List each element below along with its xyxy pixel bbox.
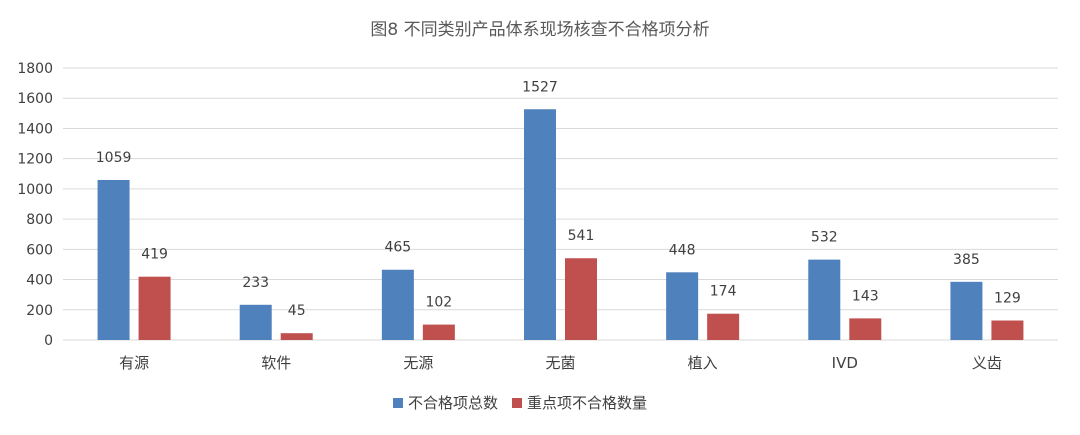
y-tick-label: 1200 — [17, 152, 53, 168]
chart-title: 图8 不同类别产品体系现场核查不合格项分析 — [370, 20, 709, 40]
data-label: 102 — [425, 295, 452, 311]
data-label: 541 — [568, 228, 595, 244]
x-category-label: IVD — [832, 354, 858, 372]
bar-total — [381, 269, 414, 340]
bar-key — [280, 333, 313, 340]
gridlines — [63, 67, 1058, 341]
bar-key — [565, 258, 597, 340]
bar-total — [666, 272, 699, 340]
y-tick-label: 1800 — [17, 61, 53, 77]
y-tick-label: 200 — [26, 303, 53, 319]
y-axis-ticks: 0 200 400 600 800 1000 1200 1400 1600 1800 — [17, 61, 53, 349]
data-label: 532 — [811, 230, 838, 246]
bar-key — [991, 320, 1024, 340]
bar-key — [849, 318, 882, 340]
data-label: 174 — [710, 284, 737, 300]
legend-swatch — [393, 398, 403, 408]
x-category-label: 软件 — [261, 354, 291, 372]
data-label: 143 — [852, 288, 879, 304]
y-tick-label: 1600 — [17, 91, 53, 107]
data-label: 1059 — [96, 150, 132, 166]
y-tick-label: 0 — [44, 333, 53, 349]
bar-key — [422, 324, 455, 340]
legend-label: 重点项不合格数量 — [527, 394, 647, 412]
x-category-label: 无菌 — [545, 354, 575, 372]
y-tick-label: 400 — [26, 273, 53, 289]
bars — [97, 109, 1024, 341]
data-label: 465 — [384, 240, 411, 256]
bar-total — [239, 304, 272, 340]
x-axis-categories: 有源 软件 无源 无菌 植入 IVD 义齿 — [119, 354, 1002, 372]
data-label: 129 — [994, 291, 1021, 307]
y-tick-label: 1000 — [17, 182, 53, 198]
data-label: 233 — [242, 275, 269, 291]
x-category-label: 无源 — [403, 354, 433, 372]
legend: 不合格项总数 重点项不合格数量 — [393, 394, 647, 412]
y-tick-label: 1400 — [17, 121, 53, 137]
legend-swatch — [512, 398, 522, 408]
legend-label: 不合格项总数 — [408, 394, 498, 412]
data-labels: 1059 419 233 45 465 102 1527 541 448 174 532 143 385… — [96, 79, 1021, 319]
x-category-label: 有源 — [119, 354, 149, 372]
bar-total — [524, 109, 556, 341]
data-label: 45 — [288, 303, 306, 319]
y-tick-label: 600 — [26, 242, 53, 258]
data-label: 448 — [669, 242, 696, 258]
x-category-label: 义齿 — [972, 354, 1002, 372]
data-label: 385 — [953, 252, 980, 268]
y-tick-label: 800 — [26, 212, 53, 228]
x-category-label: 植入 — [688, 354, 718, 372]
data-label: 1527 — [522, 79, 558, 95]
bar-total — [808, 259, 841, 340]
bar-total — [97, 179, 130, 340]
bar-key — [707, 313, 740, 340]
bar-total — [950, 281, 983, 340]
bar-key — [138, 276, 171, 340]
data-label: 419 — [141, 247, 168, 263]
